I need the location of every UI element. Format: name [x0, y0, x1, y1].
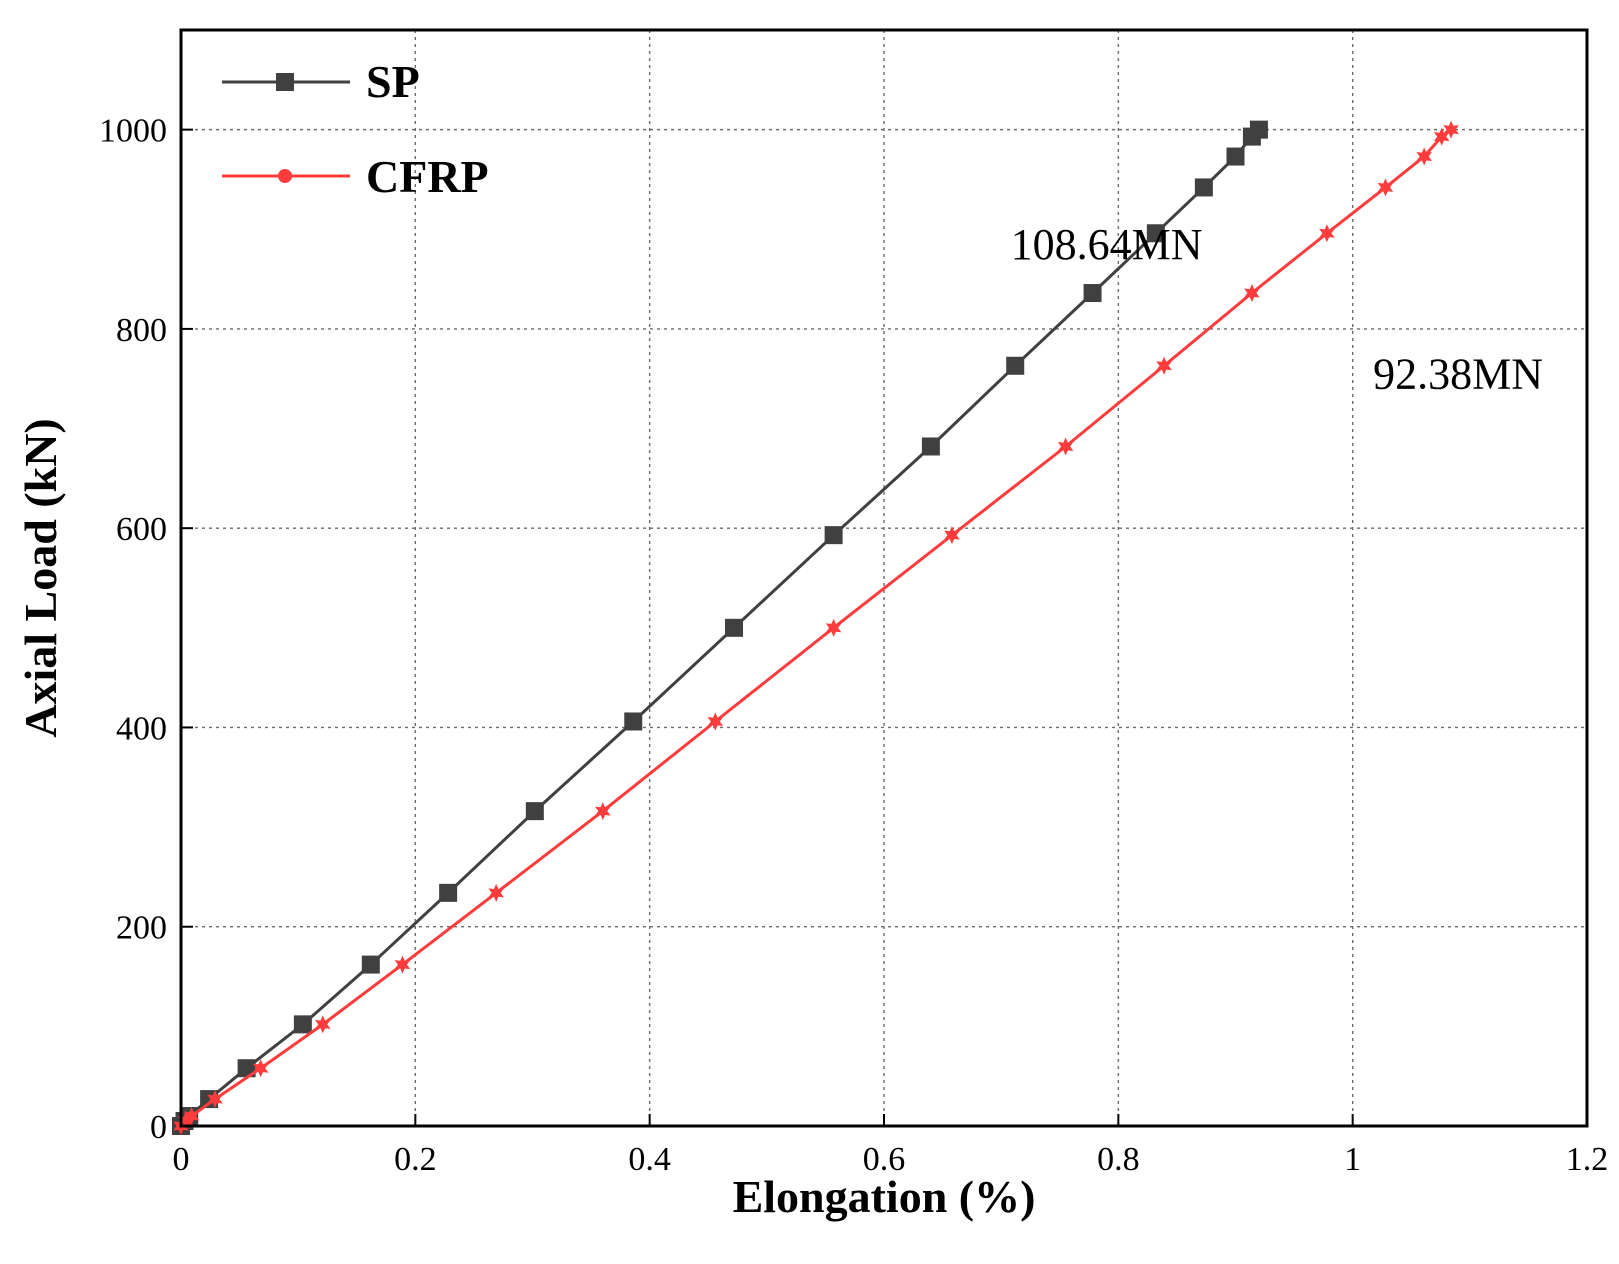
- x-tick-label: 0.8: [1097, 1141, 1140, 1178]
- series-sp-point: [293, 1015, 312, 1034]
- series-sp-point: [1249, 120, 1268, 139]
- series-cfrp-point: [1156, 356, 1172, 375]
- y-tick-label: 400: [116, 710, 167, 747]
- series-sp-point: [1006, 356, 1025, 375]
- series-cfrp-point: [825, 618, 842, 637]
- series-sp-point: [1146, 224, 1165, 243]
- series-sp-point: [439, 883, 458, 902]
- series-cfrp-point: [595, 802, 611, 821]
- series-sp-point: [525, 802, 544, 821]
- series-cfrp-point: [488, 883, 504, 902]
- series-cfrp-point: [394, 955, 411, 974]
- series-cfrp-point: [1377, 178, 1394, 197]
- legend: SP CFRP: [222, 56, 489, 202]
- series-cfrp-point: [177, 1112, 194, 1131]
- series-sp-point: [361, 955, 380, 974]
- series-cfrp-point: [1443, 120, 1459, 139]
- series-sp-point: [725, 618, 744, 637]
- x-tick-label: 1.2: [1566, 1141, 1609, 1178]
- tick-layer: 0 0.2 0.4 0.6 0.8 1 1.2 0 200 400 600 800 1000: [99, 113, 1608, 1178]
- series-cfrp-point: [1416, 147, 1432, 166]
- series-sp-point: [624, 712, 643, 731]
- y-tick-label: 600: [116, 511, 167, 548]
- series-cfrp-point: [1433, 127, 1450, 146]
- legend-cfrp-marker: [278, 169, 292, 183]
- series-layer: [172, 120, 1459, 1135]
- y-tick-label: 0: [150, 1109, 167, 1146]
- series-cfrp-point: [1057, 437, 1074, 456]
- y-tick-label: 200: [116, 910, 167, 947]
- series-sp-point: [1083, 284, 1102, 303]
- legend-sp-marker: [276, 73, 294, 91]
- series-cfrp-line: [179, 128, 1452, 1128]
- series-cfrp-point: [252, 1059, 269, 1078]
- legend-sp-label: SP: [366, 56, 420, 107]
- series-cfrp-point: [207, 1090, 223, 1109]
- series-sp-line: [179, 128, 1260, 1127]
- series-cfrp-point: [1319, 224, 1335, 243]
- x-axis-title: Elongation (%): [733, 1171, 1036, 1222]
- series-sp-point: [1226, 147, 1245, 166]
- series-cfrp-point: [707, 712, 724, 731]
- annotation-sp-stiffness: 108.64MN: [1011, 220, 1203, 269]
- x-tick-label: 0.2: [394, 1141, 437, 1178]
- y-tick-label: 1000: [99, 113, 167, 150]
- y-axis-title: Axial Load (kN): [15, 418, 66, 737]
- annotation-cfrp-stiffness: 92.38MN: [1373, 350, 1543, 399]
- legend-cfrp-label: CFRP: [366, 151, 489, 202]
- series-sp-point: [921, 437, 940, 456]
- series-sp-point: [824, 526, 843, 545]
- series-cfrp-point: [1244, 284, 1260, 303]
- x-tick-label: 0: [173, 1141, 190, 1178]
- series-sp-point: [1194, 178, 1213, 197]
- series-cfrp-point: [314, 1015, 331, 1034]
- grid-layer: [181, 30, 1587, 1126]
- series-cfrp-point: [944, 526, 960, 545]
- y-tick-label: 800: [116, 312, 167, 349]
- x-tick-label: 0.6: [863, 1141, 906, 1178]
- series-cfrp-point: [183, 1107, 200, 1126]
- x-tick-label: 0.4: [628, 1141, 671, 1178]
- x-tick-label: 1: [1344, 1141, 1361, 1178]
- series-sp-point: [237, 1059, 256, 1078]
